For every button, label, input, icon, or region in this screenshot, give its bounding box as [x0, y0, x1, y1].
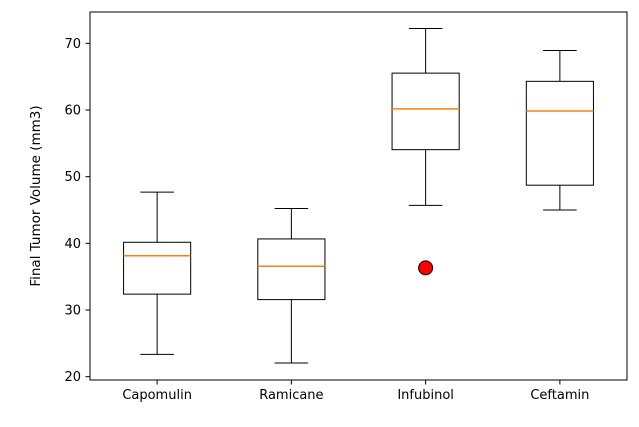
y-tick-label: 60 [64, 104, 81, 119]
box-rect [525, 80, 594, 186]
y-tick-label: 50 [64, 170, 81, 185]
plot-area [89, 11, 628, 381]
box-rect [123, 241, 192, 295]
box-group-ceftamin [525, 50, 594, 211]
box-rect [257, 238, 326, 301]
box-group-capomulin [123, 191, 192, 355]
y-tick-label: 70 [64, 37, 81, 52]
x-tick-label: Ceftamin [530, 388, 589, 403]
x-tick-label: Capomulin [122, 388, 192, 403]
box-group-ramicane [257, 208, 326, 364]
box-rect [391, 72, 460, 151]
outlier-marker [418, 260, 434, 276]
y-axis-label: Final Tumor Volume (mm3) [28, 105, 44, 286]
y-tick-label: 20 [64, 370, 81, 385]
y-tick-label: 30 [64, 304, 81, 319]
x-tick-label: Ramicane [259, 388, 323, 403]
x-tick-label: Infubinol [397, 388, 454, 403]
box-group-infubinol [391, 27, 460, 276]
y-tick-label: 40 [64, 237, 81, 252]
